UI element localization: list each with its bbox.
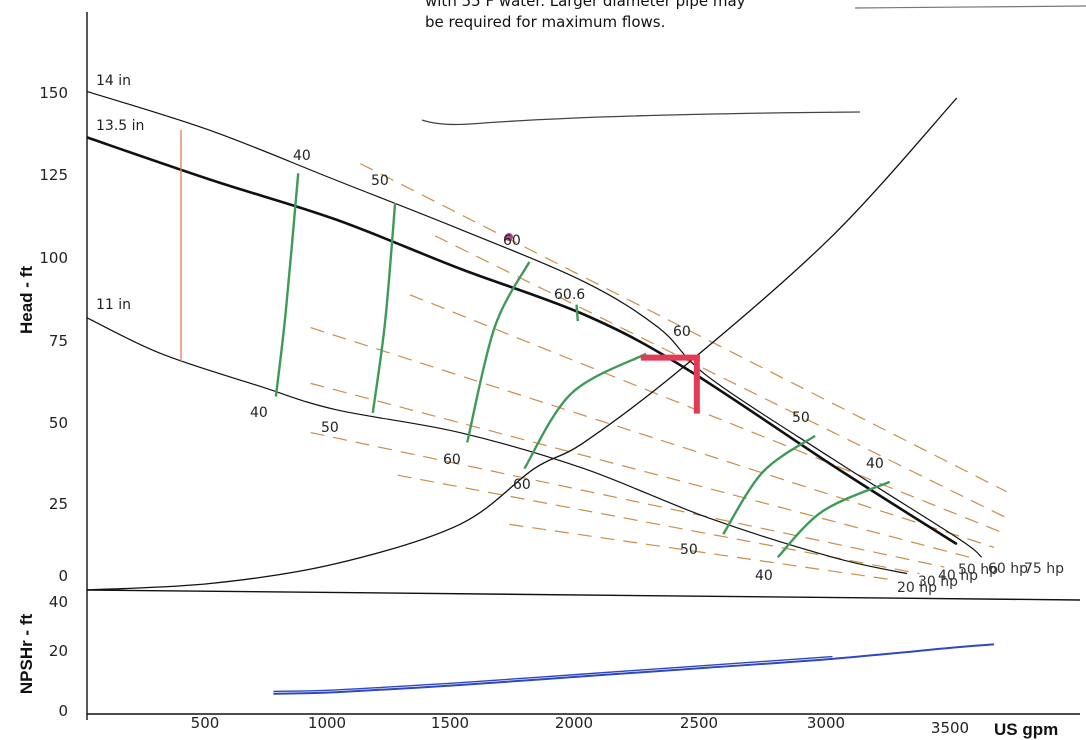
note-line-1: with 55 F water. Larger diameter pipe ma… [425,0,746,10]
efficiency-tick [575,304,579,322]
head-x-axis [86,589,1081,601]
efficiency-curve [523,352,647,470]
head-y-tick-label: 125 [39,166,68,184]
efficiency-curve [466,261,531,443]
head-y-tick-label: 0 [58,567,68,585]
efficiency-label: 60.6 [554,287,585,303]
head-y-tick-label: 150 [39,84,68,102]
efficiency-label: 40 [866,456,884,472]
efficiency-label: 60 [443,452,461,468]
npsh-curve [273,643,995,695]
top-right-rule [854,5,1086,9]
x-tick-label: 2000 [555,714,593,732]
efficiency-curve [776,480,891,559]
npsh-y-tick-label: 0 [58,702,68,720]
hp-line [434,235,1007,519]
efficiency-label: 50 [371,173,389,189]
head-y-tick-labels: 0 25 50 75 100 125 150 [39,84,68,585]
impeller-curve [86,136,958,546]
npsh-axis-title: NPSHr - ft [17,614,36,695]
hp-label: 30 hp [918,574,958,590]
impeller-curve [86,317,908,575]
efficiency-label: 60 [673,324,691,340]
npsh-y-tick-label: 20 [49,642,68,660]
hp-lines-layer [310,163,1007,581]
efficiency-label: 40 [755,568,773,584]
efficiency-curves-layer [274,173,891,559]
purple-dot [505,233,513,241]
hp-label: 40 hp [938,568,978,584]
x-tick-label: 500 [191,714,220,732]
hp-line [310,431,945,568]
hp-line [509,523,895,581]
npsh-y-tick-labels: 0 20 40 [49,593,68,720]
head-axis-title: Head - ft [17,266,36,334]
hp-label: 20 hp [897,580,937,596]
hp-line [310,327,995,548]
head-y-tick-label: 100 [39,249,68,267]
impeller-curves-layer [86,90,982,591]
impeller-label: 11 in [96,297,131,313]
x-axis-title: US gpm [994,720,1058,739]
hp-line [360,163,1007,493]
hp-label: 60 hp [988,561,1028,577]
efficiency-curve [722,434,816,535]
hp-line [409,294,1007,535]
efficiency-label: 60 [503,233,521,249]
efficiency-label: 60 [513,477,531,493]
hp-label: 75 hp [1024,561,1064,577]
hp-label: 50 hp [958,562,998,578]
x-tick-label: 3500 [931,719,969,737]
npsh-y-tick-label: 40 [49,593,68,611]
impeller-label: 14 in [96,73,131,89]
x-tick-label: 2500 [680,714,718,732]
efficiency-label: 50 [321,420,339,436]
efficiency-curve [274,173,300,397]
x-tick-labels: 500 1000 1500 2000 2500 3000 3500 [191,714,969,737]
head-y-tick-label: 25 [49,495,68,513]
operating-point-marker [640,354,700,414]
efficiency-label: 40 [250,405,268,421]
efficiency-label: 50 [792,410,810,426]
head-y-tick-label: 75 [49,332,68,350]
efficiency-curve [371,202,397,414]
head-y-tick-label: 50 [49,414,68,432]
x-tick-label: 1500 [431,714,469,732]
hp-line [397,474,920,575]
efficiency-label: 50 [680,542,698,558]
x-tick-label: 1000 [308,714,346,732]
hp-labels: 20 hp 30 hp 40 hp 50 hp 60 hp 75 hp [897,561,1064,596]
x-tick-label: 3000 [807,714,845,732]
efficiency-labels: 40 50 60 60.6 60 50 40 40 50 60 60 50 40 [250,148,884,584]
note-line-2: be required for maximum flows. [425,13,665,31]
npsh-layer [273,643,995,695]
system-curve [86,97,958,591]
npsh-curve-overlay [273,655,833,693]
efficiency-label: 40 [293,148,311,164]
impeller-curve [86,90,982,558]
impeller-label: 13.5 in [96,118,144,134]
sketch-stroke [421,111,861,126]
